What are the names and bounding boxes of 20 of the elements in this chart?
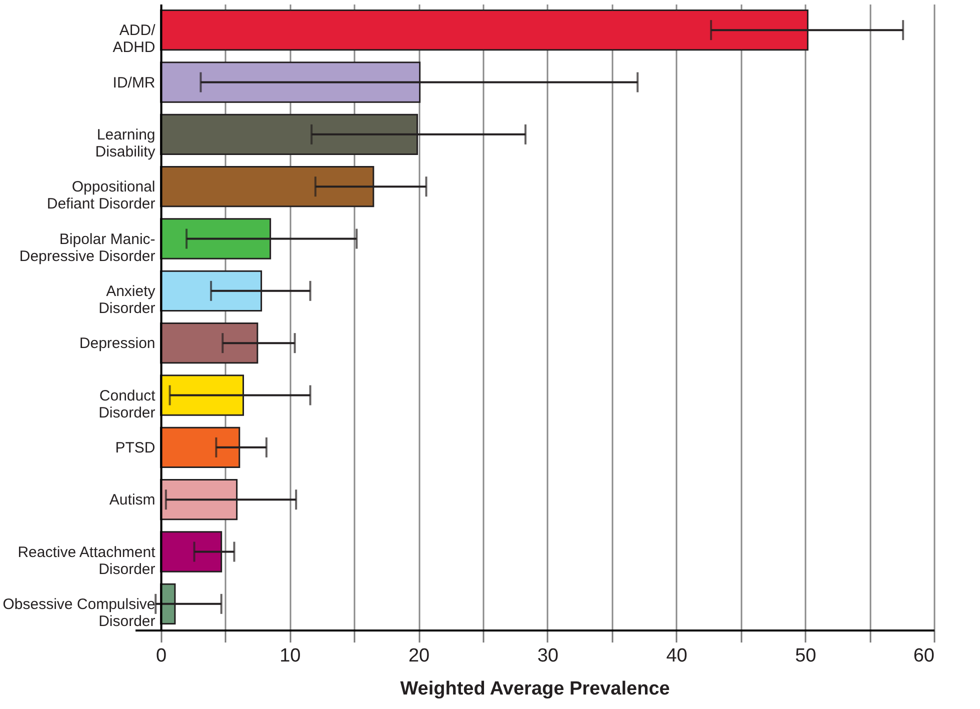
y-tick-label: Oppositional Defiant Disorder	[46, 178, 156, 213]
x-tick-label: 40	[666, 646, 688, 666]
x-tick-label: 50	[795, 646, 816, 666]
y-tick-label: Anxiety Disorder	[98, 282, 156, 317]
y-tick-label: ID/MR	[112, 74, 156, 92]
y-tick-label: Reactive Attachment Disorder	[18, 544, 156, 578]
y-tick-label: ADD/ ADHD	[112, 22, 156, 56]
y-tick-label: Bipolar Manic- Depressive Disorder	[19, 230, 156, 265]
y-tick-label: Depression	[79, 335, 156, 352]
y-tick-label: Learning Disability	[95, 126, 156, 160]
y-tick-label: PTSD	[115, 439, 156, 456]
y-tick-label: Obsessive Compulsive Disorder	[2, 596, 156, 630]
y-tick-label: Autism	[109, 492, 156, 509]
x-tick-label: 20	[408, 646, 430, 666]
x-tick-label: 10	[280, 646, 301, 666]
x-tick-label: 30	[537, 646, 558, 666]
x-tick-label: 0	[156, 646, 167, 666]
x-axis-title: Weighted Average Prevalence	[400, 678, 670, 700]
y-tick-label: Conduct Disorder	[98, 387, 156, 422]
x-tick-label: 60	[913, 646, 934, 666]
